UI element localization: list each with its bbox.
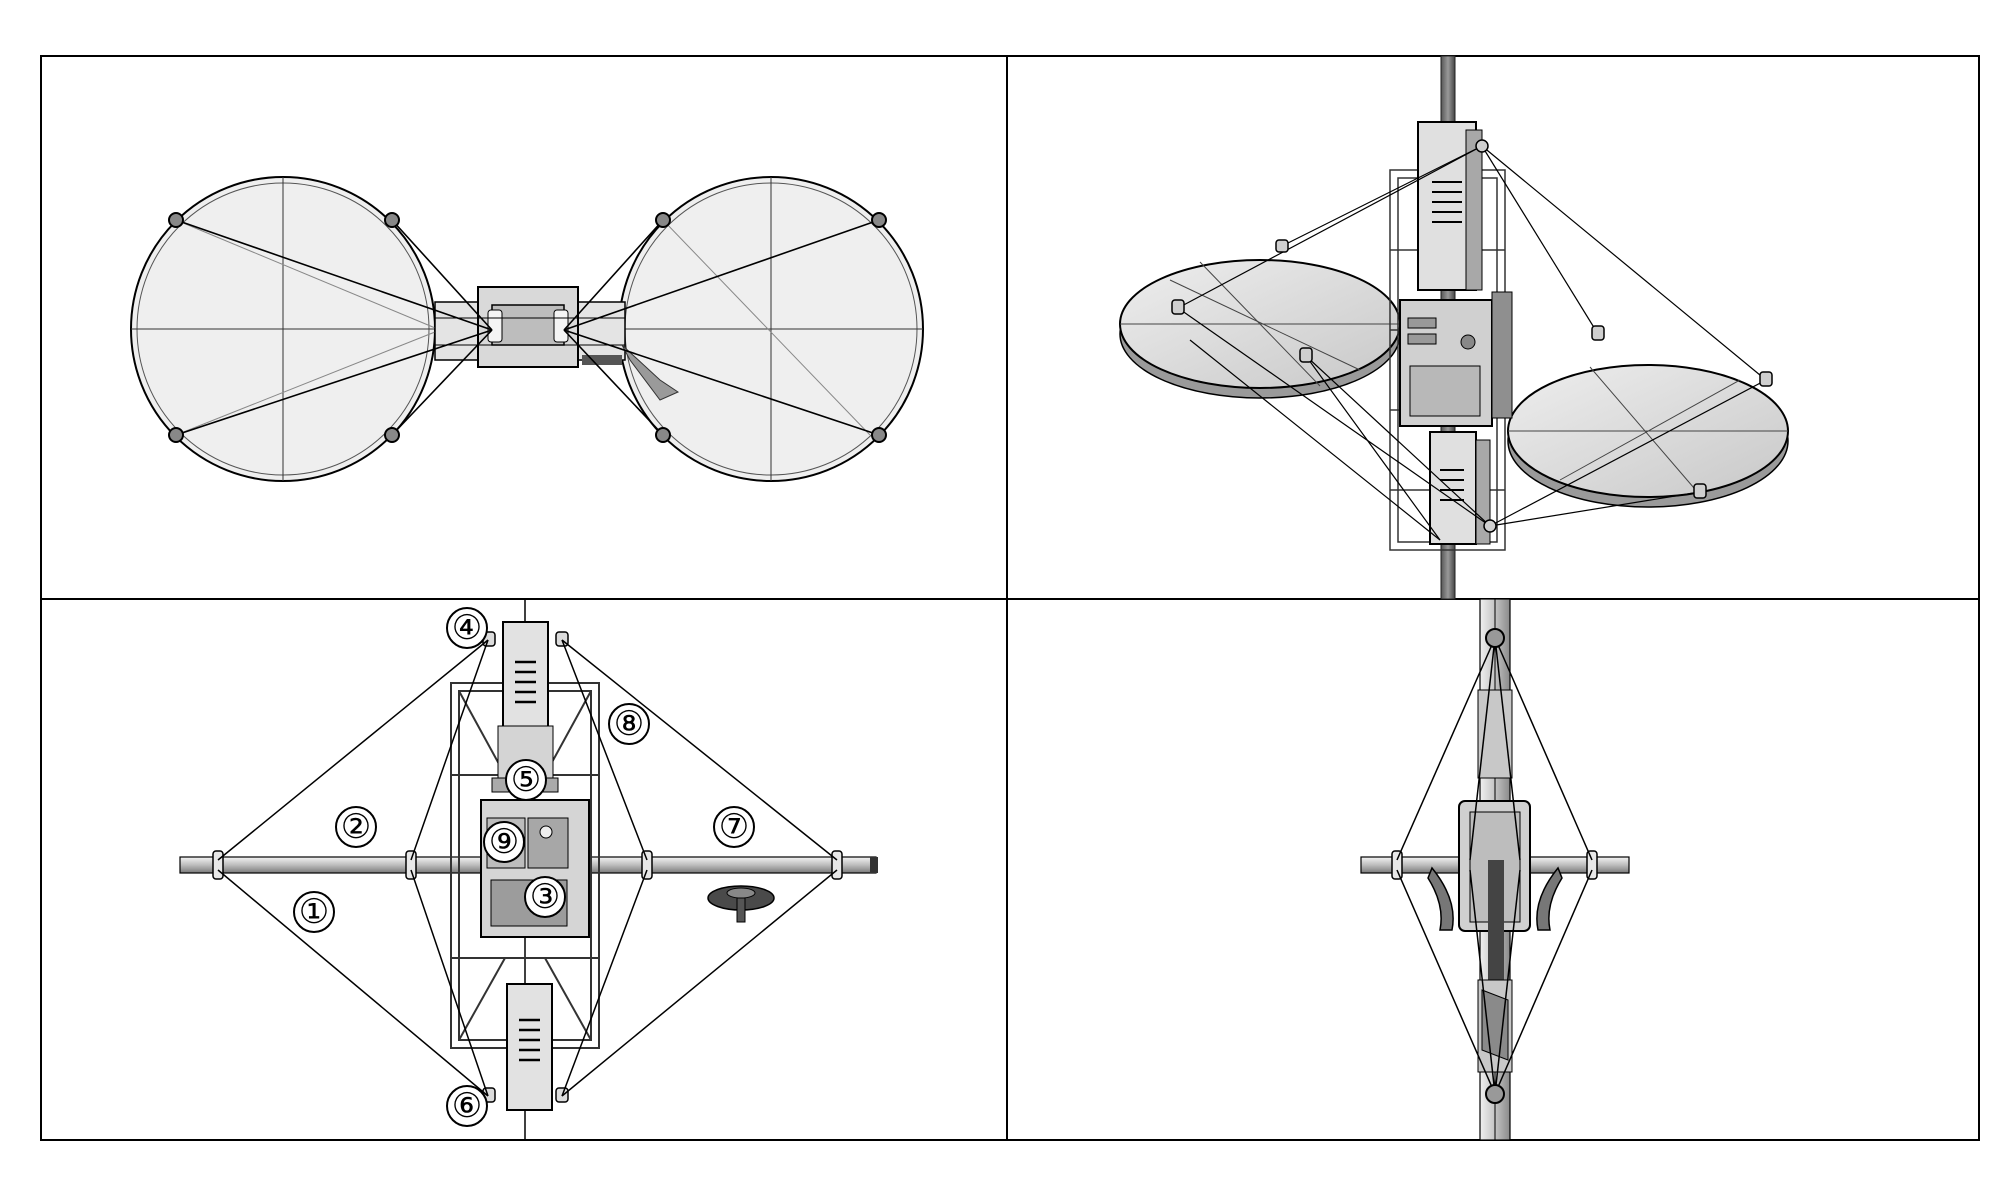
callout-3: ③ — [530, 877, 560, 917]
callout-circle — [446, 607, 488, 649]
callout-circle — [446, 1085, 488, 1127]
callout-circle — [524, 876, 566, 918]
callout-circle — [335, 806, 377, 848]
side-end-nodes — [1485, 628, 1505, 1104]
callout-circle — [608, 703, 650, 745]
cables-side — [1396, 637, 1593, 1095]
left-disk-iso — [1119, 259, 1401, 399]
cables-iso — [1177, 145, 1767, 541]
callout-7: ⑦ — [719, 807, 749, 847]
anchor-nodes-top — [168, 212, 887, 443]
top-view-panel — [130, 176, 924, 482]
callout-5: ⑤ — [511, 760, 541, 800]
lower-module-front — [506, 983, 553, 1111]
callout-6: ⑥ — [452, 1086, 482, 1126]
lower-module-iso — [1429, 431, 1491, 545]
callout-circle — [293, 891, 335, 933]
dish-sensor — [707, 885, 775, 923]
anchor-nodes-iso — [1171, 139, 1773, 533]
callout-8: ⑧ — [614, 704, 644, 744]
callout-2: ② — [341, 807, 371, 847]
callout-9: ⑨ — [489, 822, 519, 862]
callout-circle — [713, 806, 755, 848]
callout-labels: ① ② ③ ④ ⑤ ⑥ ⑦ ⑧ ⑨ — [299, 608, 749, 1126]
center-hub-top — [434, 286, 680, 401]
side-dishes — [1427, 866, 1563, 931]
isometric-view-panel — [1119, 55, 1789, 600]
side-clamps — [1391, 850, 1598, 880]
callout-circle — [505, 759, 547, 801]
central-box-iso — [1399, 291, 1513, 427]
callout-markers — [293, 607, 755, 1127]
cables-top — [175, 219, 880, 436]
right-disk-iso — [1507, 364, 1789, 508]
callout-4: ④ — [452, 608, 482, 648]
callout-1: ① — [299, 892, 329, 932]
upper-module-iso — [1417, 121, 1483, 291]
cables-front — [217, 639, 838, 1097]
panel-grid — [40, 55, 1980, 1141]
front-view-panel: ① ② ③ ④ ⑤ ⑥ ⑦ ⑧ ⑨ — [179, 599, 878, 1140]
side-view-panel — [1360, 598, 1630, 1141]
callout-circle — [483, 821, 525, 863]
